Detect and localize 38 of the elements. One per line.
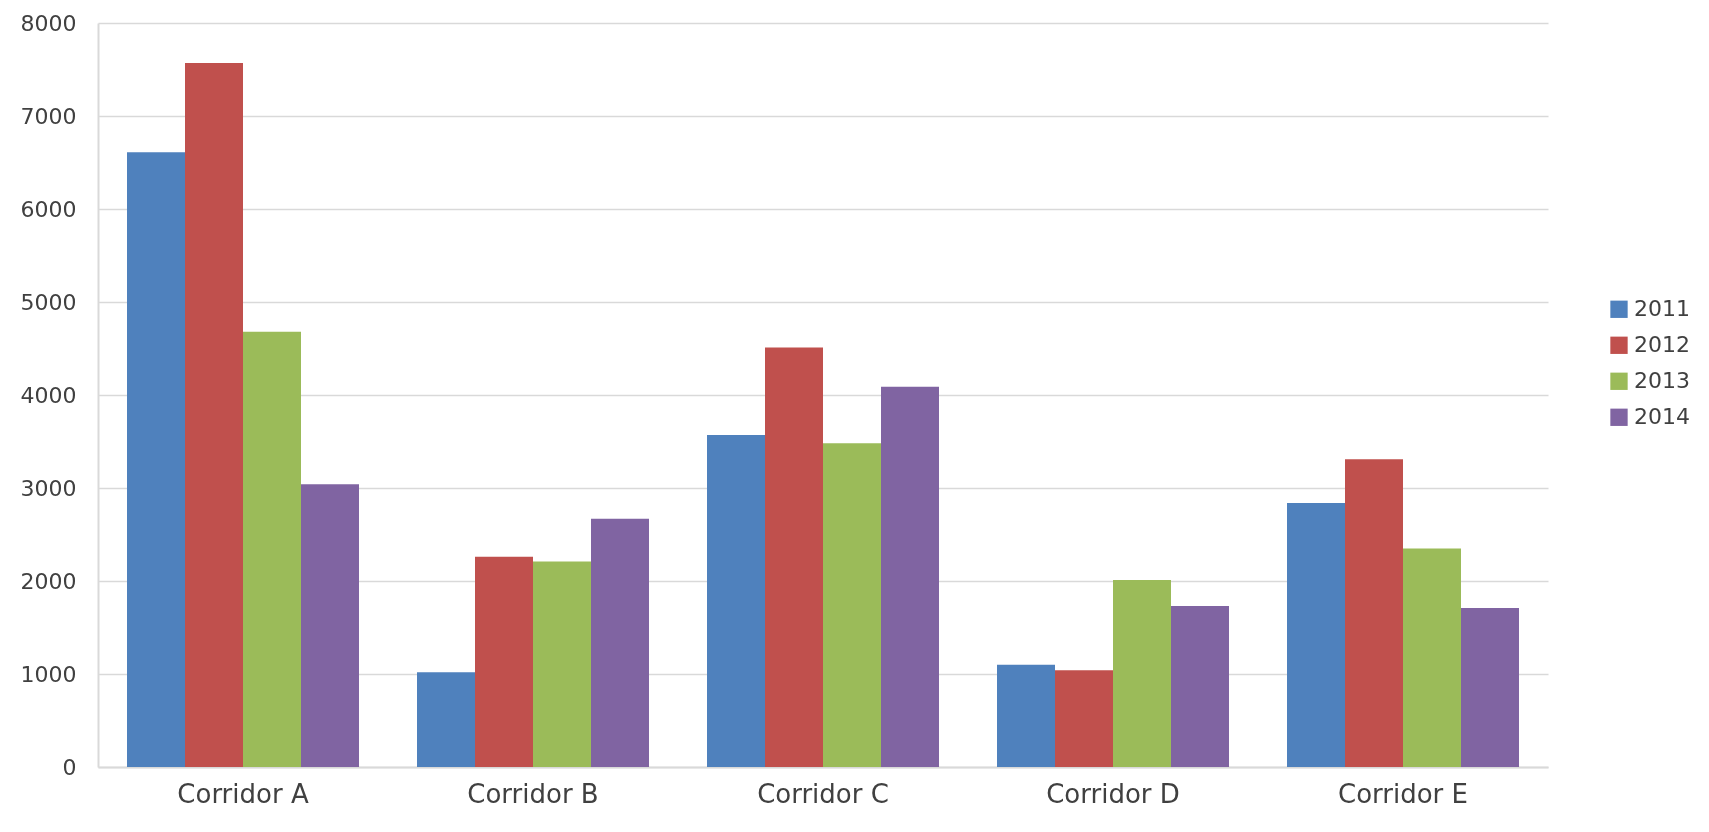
bar — [475, 556, 533, 767]
bar — [1345, 459, 1403, 767]
y-tick-label: 0 — [62, 754, 77, 780]
x-tick-label: Corridor D — [1046, 778, 1180, 809]
bar — [1403, 548, 1461, 767]
x-tick-label: Corridor C — [757, 778, 889, 809]
bar — [591, 518, 649, 767]
legend-label: 2012 — [1634, 332, 1690, 358]
y-tick-label: 2000 — [20, 568, 77, 594]
bar — [533, 561, 591, 767]
legend-label: 2013 — [1634, 368, 1690, 394]
y-tick-label: 8000 — [20, 10, 77, 36]
bar — [823, 443, 881, 767]
x-tick-label: Corridor B — [467, 778, 599, 809]
y-tick-label: 7000 — [20, 103, 77, 129]
y-tick-label: 4000 — [20, 382, 77, 408]
y-tick-label: 5000 — [20, 289, 77, 315]
bar — [417, 672, 475, 767]
bar — [127, 152, 185, 767]
legend-label: 2014 — [1634, 404, 1690, 430]
bar — [185, 62, 243, 767]
bar — [1055, 670, 1113, 767]
x-tick-label: Corridor E — [1338, 778, 1468, 809]
legend-label: 2011 — [1634, 296, 1690, 322]
y-tick-label: 6000 — [20, 196, 77, 222]
bar — [1113, 580, 1171, 767]
bar — [1461, 607, 1519, 767]
y-tick-label: 1000 — [20, 661, 77, 687]
x-tick-label: Corridor A — [177, 778, 309, 809]
bar — [997, 664, 1055, 767]
bar — [1171, 606, 1229, 767]
bar — [765, 347, 823, 767]
bar — [707, 434, 765, 767]
bar — [1287, 502, 1345, 767]
bar — [243, 331, 301, 767]
bar — [881, 386, 939, 767]
y-tick-label: 3000 — [20, 475, 77, 501]
bar — [301, 484, 359, 767]
